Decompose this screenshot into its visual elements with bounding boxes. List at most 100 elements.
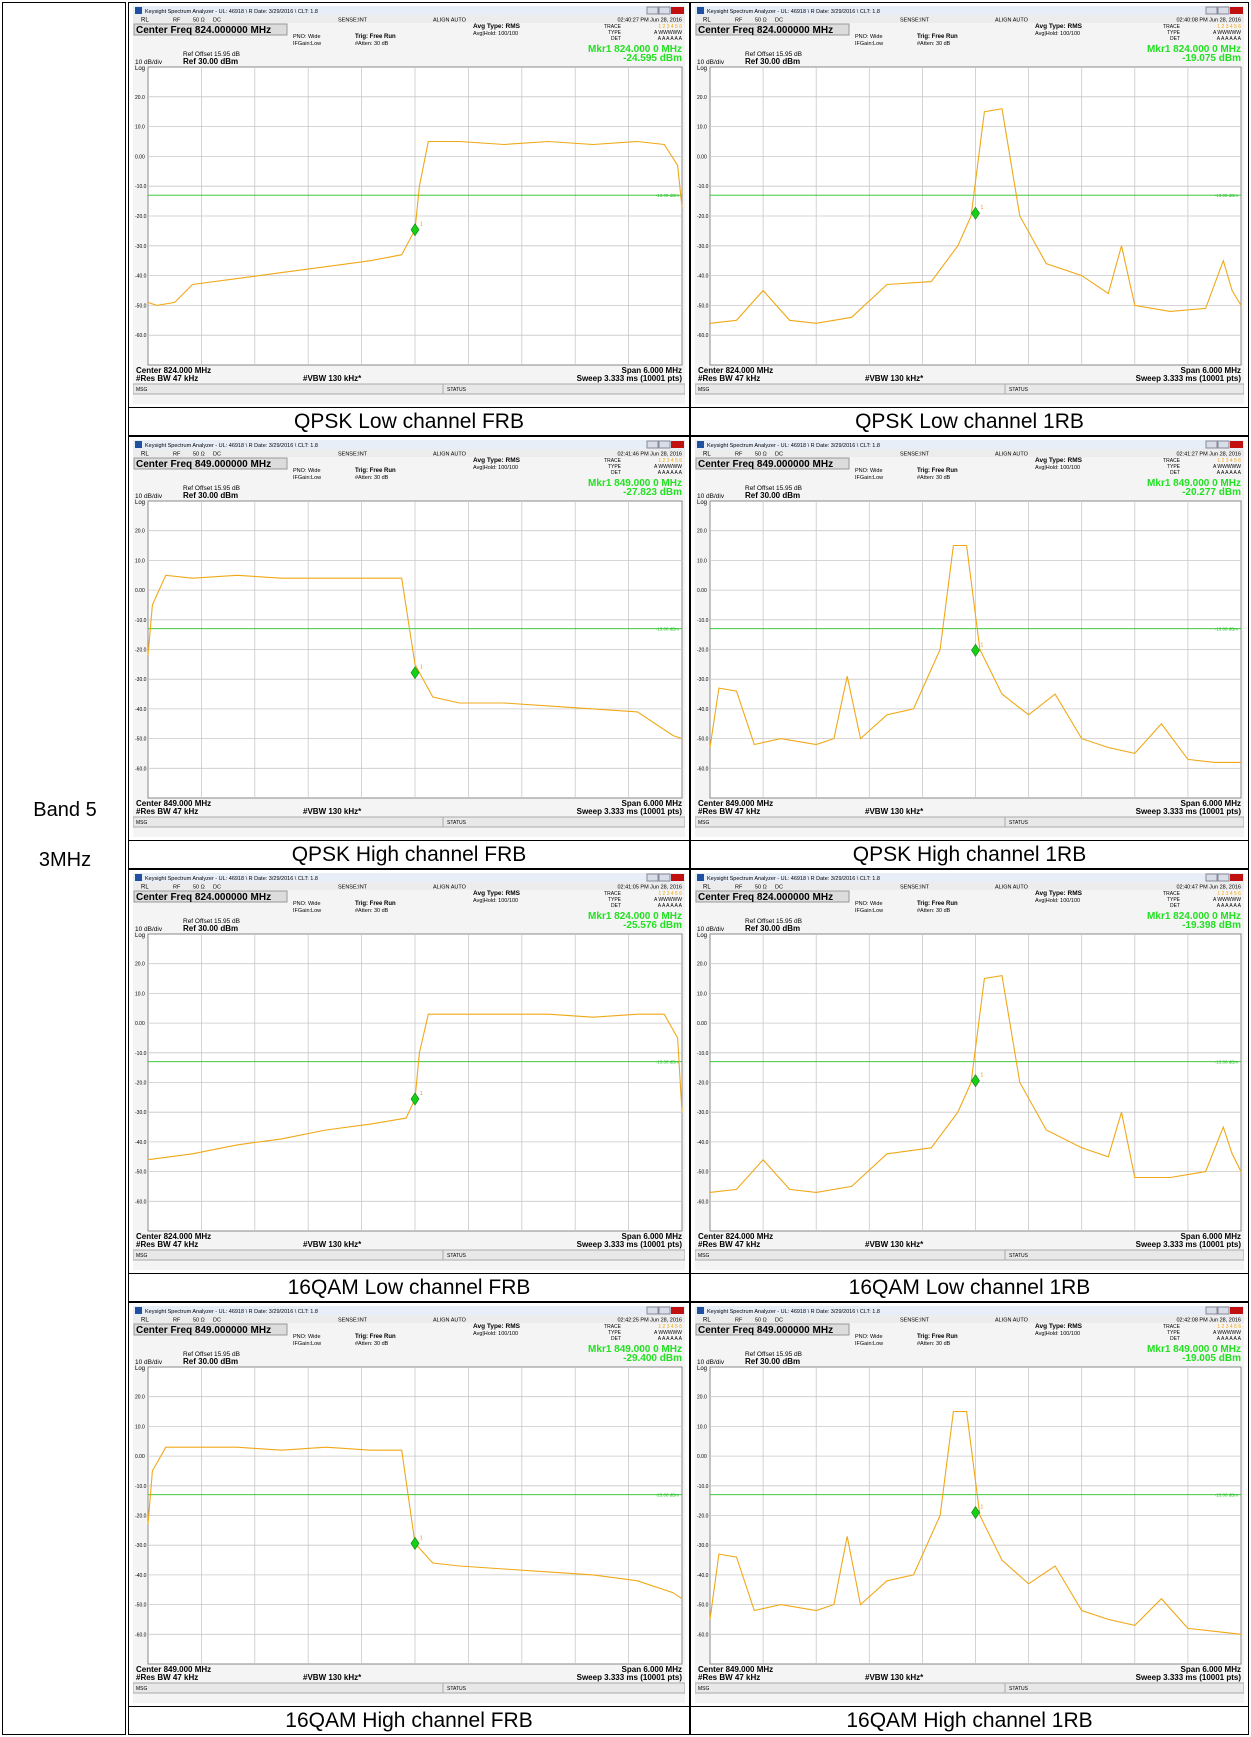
center-label: Center 849.000 MHz [698,799,773,808]
trace-digits: 1 2 3 4 5 6 [1217,24,1241,30]
limit-line-label: -13.00 dBm [656,1060,680,1065]
app-icon [135,7,142,14]
msg-label: MSG [698,387,710,393]
trig-label: Trig: Free Run [917,901,958,907]
ref-offset: Ref Offset 15.95 dB [745,485,802,492]
caption-divider [691,1706,1248,1707]
band-bandwidth: 3MHz [38,849,92,871]
scale-label: 10 dB/div [697,493,725,500]
y-tick-label: -20.0 [697,648,709,654]
marker-diamond-icon[interactable] [971,206,980,220]
window-controls-icon[interactable] [1205,6,1243,15]
y-tick-label: 20.0 [697,95,707,101]
center-freq-box[interactable] [695,1323,850,1336]
y-tick-label: -40.0 [135,707,147,713]
y-tick-label: -50.0 [135,1603,147,1609]
y-tick-label: -20.0 [135,214,147,220]
rf-label: RF [173,885,181,891]
span-label: Span 6.000 MHz [1181,799,1241,808]
trace-label: TRACE [604,24,622,30]
trig-label: Trig: Free Run [355,34,396,40]
y-tick-label: -20.0 [697,1514,709,1520]
limit-line-label: -13.00 dBm [1215,1493,1239,1498]
vbw-label: #VBW 130 kHz* [303,1673,362,1682]
ref-level: Ref 30.00 dBm [183,491,238,500]
app-icon [135,874,142,881]
log-label: Log [135,500,145,506]
y-tick-label: 0.00 [135,1454,145,1460]
pno-label: PNO: Wide [293,1334,321,1340]
y-tick-label: 10.0 [135,125,145,131]
center-freq-box[interactable] [133,457,288,470]
analyzer-screenshot: Keysight Spectrum Analyzer - UL: 46918 \… [695,440,1244,837]
app-icon [697,1307,704,1314]
center-freq-box[interactable] [133,1323,288,1336]
marker-diamond-icon[interactable] [971,643,980,657]
window-controls-icon[interactable] [1205,1306,1243,1315]
window-controls-icon[interactable] [646,1306,684,1315]
avg-hold-label: Avg|Hold: 100/100 [473,1331,518,1337]
trace-label: TRACE [604,1324,622,1330]
type-value: A WWWWW [1213,897,1241,903]
det-label: DET [611,470,621,476]
center-freq-box[interactable] [133,890,288,903]
y-tick-label: 10.0 [697,991,707,997]
msg-bar [133,383,685,395]
status-label: STATUS [1009,820,1029,826]
grid [148,67,682,365]
y-tick-label: -10.0 [135,618,147,624]
y-tick-label: 20.0 [697,529,707,535]
window-controls-icon[interactable] [1205,440,1243,449]
vbw-label: #VBW 130 kHz* [865,807,924,816]
measurement-cell: QPSK High channel FRB Keysight Spectrum A… [128,436,690,869]
measurement-cell: QPSK High channel 1RB Keysight Spectrum A… [690,436,1249,869]
timestamp: 02:41:27 PM Jun 28, 2016 [1176,452,1241,458]
marker-diamond-icon[interactable] [410,666,420,680]
sweep-label: Sweep 3.333 ms (10001 pts) [577,807,683,816]
impedance-label: 50 Ω [193,18,205,24]
log-label: Log [697,1366,707,1372]
type-value: A WWWWW [1213,1330,1241,1336]
window-controls-icon[interactable] [646,873,684,882]
atten-label: #Atten: 30 dB [355,475,389,481]
timestamp: 02:41:05 PM Jun 28, 2016 [617,885,682,891]
marker-readout: Mkr1 849.000 0 MHz [1147,1344,1241,1355]
marker-diamond-icon[interactable] [410,1536,420,1550]
msg-label: MSG [136,1253,148,1259]
limit-line-label: -13.00 dBm [656,627,680,632]
app-icon [697,874,704,881]
log-label: Log [135,933,145,939]
det-value: A A A A A A [658,1336,683,1342]
timestamp: 02:41:46 PM Jun 28, 2016 [617,452,682,458]
analyzer-screenshot: Keysight Spectrum Analyzer - UL: 46918 \… [695,873,1244,1270]
msg-bar [133,1682,685,1694]
spectrum-trace [709,974,1242,1193]
res-bw-label: #Res BW 47 kHz [698,807,760,816]
det-label: DET [1170,1336,1180,1342]
type-value: A WWWWW [1213,464,1241,470]
ref-level: Ref 30.00 dBm [745,57,800,66]
rf-label: RF [173,18,181,24]
y-tick-label: 20.0 [697,962,707,968]
marker-diamond-icon[interactable] [971,1074,980,1088]
marker-diamond-icon[interactable] [410,223,420,237]
center-freq-box[interactable] [695,457,850,470]
measurement-cell: QPSK Low channel 1RB Keysight Spectrum An… [690,2,1249,436]
y-tick-label: -30.0 [697,1543,709,1549]
center-freq-box[interactable] [695,890,850,903]
marker-diamond-icon[interactable] [971,1506,980,1520]
window-controls-icon[interactable] [646,6,684,15]
window-controls-icon[interactable] [646,440,684,449]
center-freq-box[interactable] [695,23,850,36]
dc-label: DC [213,452,221,458]
avg-hold-label: Avg|Hold: 100/100 [1035,898,1080,904]
center-freq-box[interactable] [133,23,288,36]
sweep-label: Sweep 3.333 ms (10001 pts) [577,374,683,383]
y-tick-label: 20.0 [697,1395,707,1401]
center-freq-title: Center Freq 849.000000 MHz [698,459,833,470]
span-label: Span 6.000 MHz [622,799,682,808]
marker-readout: Mkr1 824.000 0 MHz [588,911,682,922]
marker-diamond-icon[interactable] [410,1092,420,1106]
window-controls-icon[interactable] [1205,873,1243,882]
